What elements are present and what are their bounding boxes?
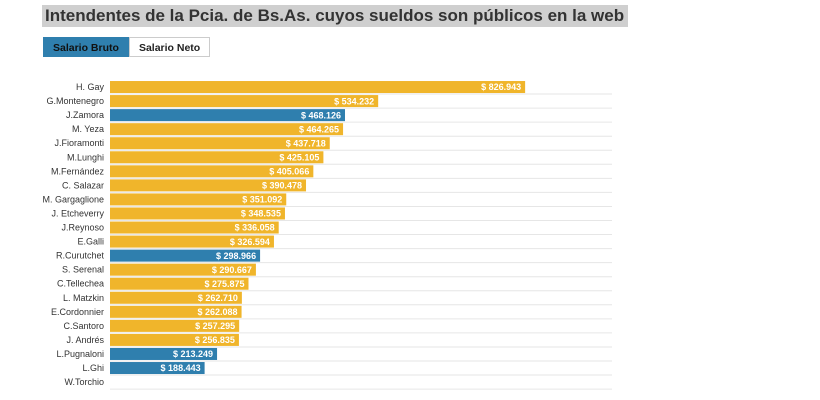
bar — [110, 221, 279, 234]
data-label: $ 298.966 — [216, 251, 256, 261]
bar — [110, 95, 379, 108]
category-label: M. Yeza — [72, 124, 104, 134]
category-label: S. Serenal — [62, 265, 104, 275]
bar — [110, 235, 274, 248]
data-label: $ 336.058 — [235, 223, 275, 233]
data-label: $ 262.710 — [198, 293, 238, 303]
category-label: R.Curutchet — [56, 251, 105, 261]
data-label: $ 534.232 — [334, 96, 374, 106]
category-label: C. Salazar — [62, 180, 104, 190]
bar — [110, 305, 242, 318]
bar — [110, 249, 261, 262]
bar — [110, 151, 324, 164]
data-label: $ 262.088 — [198, 307, 238, 317]
category-label: E.Cordonnier — [51, 307, 104, 317]
tab-salario-bruto[interactable]: Salario Bruto — [43, 37, 129, 57]
salary-toggle: Salario Bruto Salario Neto — [43, 37, 211, 57]
data-label: $ 290.667 — [212, 265, 252, 275]
bar — [110, 319, 240, 332]
bar — [110, 263, 256, 276]
bar — [110, 333, 239, 346]
data-label: $ 464.265 — [299, 124, 339, 134]
data-label: $ 351.092 — [242, 195, 282, 205]
bar — [110, 207, 285, 220]
data-label: $ 826.943 — [481, 82, 521, 92]
data-label: $ 326.594 — [230, 237, 270, 247]
data-label: $ 425.105 — [279, 152, 319, 162]
data-label: $ 275.875 — [204, 279, 244, 289]
bar — [110, 179, 307, 192]
bar — [110, 109, 345, 122]
category-label: L.Pugnaloni — [56, 349, 104, 359]
data-label: $ 188.443 — [161, 363, 201, 373]
data-label: $ 405.066 — [269, 167, 309, 177]
category-label: E.Galli — [77, 237, 104, 247]
data-label: $ 257.295 — [195, 321, 235, 331]
category-label: C.Tellechea — [57, 279, 104, 289]
category-label: C.Santoro — [63, 321, 104, 331]
bar — [110, 291, 242, 304]
bar — [110, 123, 344, 136]
category-label: M.Lunghi — [67, 152, 104, 162]
data-label: $ 437.718 — [286, 138, 326, 148]
category-label: J. Etcheverry — [51, 208, 104, 218]
bar — [110, 277, 249, 290]
bar — [110, 347, 218, 360]
data-label: $ 256.835 — [195, 335, 235, 345]
category-label: G.Montenegro — [46, 96, 104, 106]
category-label: M. Gargaglione — [42, 194, 104, 204]
category-label: L. Matzkin — [63, 293, 104, 303]
category-label: M.Fernández — [51, 166, 105, 176]
data-label: $ 468.126 — [301, 110, 341, 120]
category-label: J.Zamora — [66, 110, 104, 120]
category-label: J. Andrés — [66, 335, 104, 345]
bar — [110, 362, 205, 375]
bar — [110, 137, 330, 150]
category-label: H. Gay — [76, 82, 105, 92]
data-label: $ 348.535 — [241, 209, 281, 219]
bar — [110, 165, 314, 178]
category-label: W.Torchio — [64, 377, 104, 387]
category-label: J.Reynoso — [61, 223, 104, 233]
bar — [110, 193, 287, 206]
category-label: L.Ghi — [82, 363, 104, 373]
tab-salario-neto[interactable]: Salario Neto — [128, 37, 211, 57]
category-label: J.Fioramonti — [54, 138, 104, 148]
bar — [110, 81, 526, 94]
chart-title: Intendentes de la Pcia. de Bs.As. cuyos … — [42, 5, 629, 27]
data-label: $ 390.478 — [262, 181, 302, 191]
data-label: $ 213.249 — [173, 349, 213, 359]
